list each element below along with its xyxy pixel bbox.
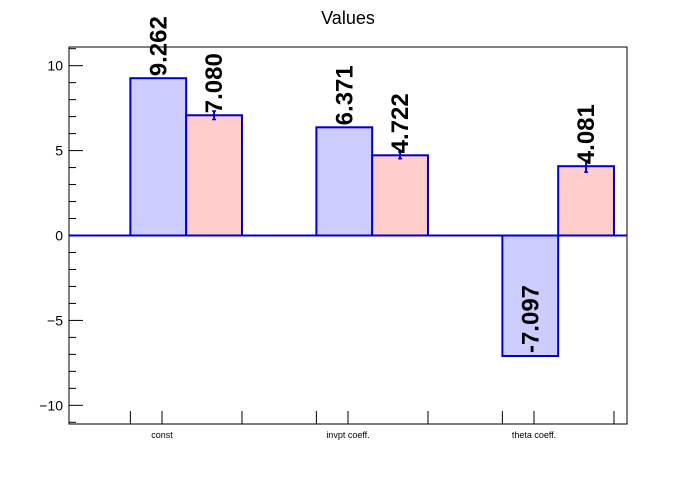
bar-value-label: 4.722: [387, 93, 414, 153]
bar-value-label: 9.262: [145, 16, 172, 76]
y-tick-label: 10: [47, 58, 63, 74]
y-tick-label: 0: [55, 228, 63, 244]
x-tick-label: invpt coeff.: [326, 430, 369, 440]
bar: [315, 126, 374, 237]
bar: [371, 154, 429, 237]
chart-title: Values: [321, 8, 375, 28]
bar-value-label: 7.080: [201, 53, 228, 113]
y-tick-label: −10: [39, 397, 63, 413]
bar-value-label: 4.081: [573, 104, 600, 164]
bar: [129, 77, 188, 237]
y-tick-label: 5: [55, 143, 63, 159]
bar: [185, 114, 243, 237]
bar: [501, 234, 560, 358]
x-tick-label: theta coeff.: [512, 430, 556, 440]
bar-value-label: -7.097: [517, 285, 544, 353]
y-tick-label: −5: [47, 312, 63, 328]
x-tick-label: const: [151, 430, 173, 440]
bar: [557, 165, 615, 237]
plot-area: −10 −5 0 5 10 const invpt coeff. theta coeff. 9.…: [39, 16, 628, 440]
bar-value-label: 6.371: [331, 65, 358, 125]
